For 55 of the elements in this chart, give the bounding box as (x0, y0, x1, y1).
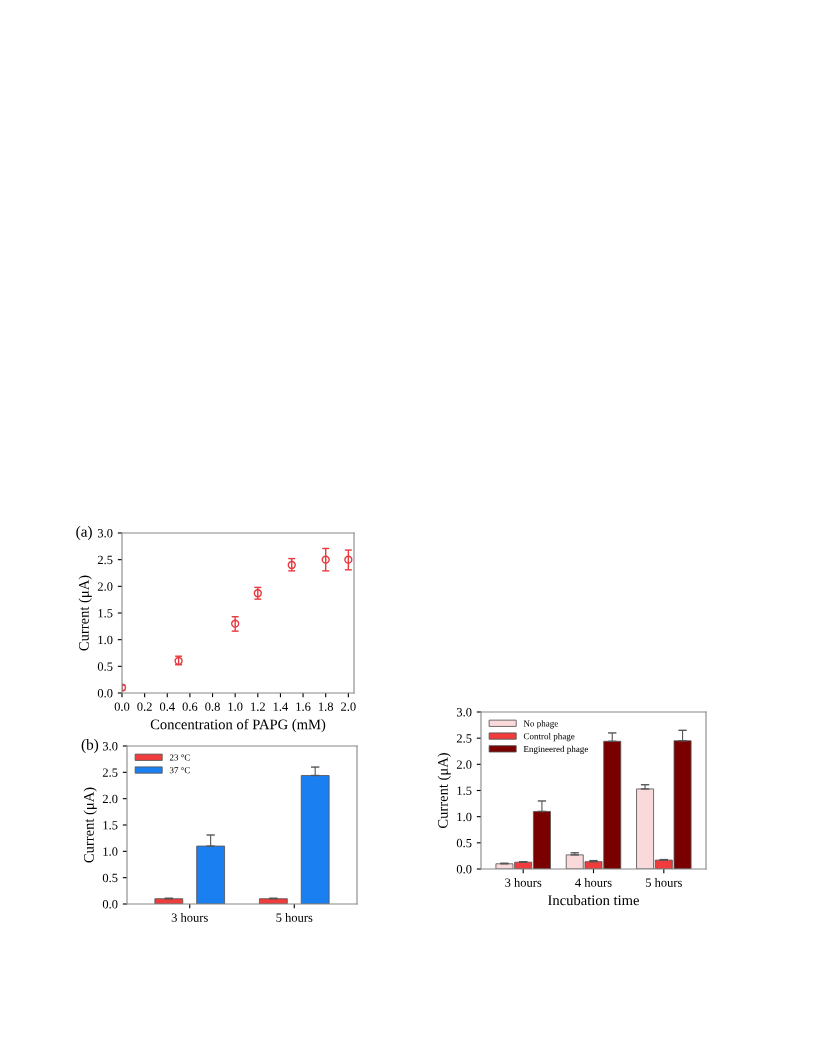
point (253, 589, 262, 598)
x-tick-label: 1.0 (228, 702, 243, 711)
y-axis-title: Current (μA) (437, 753, 451, 829)
legend-label: 37 °C (169, 767, 190, 774)
y-tick-label: 2.5 (102, 768, 118, 777)
y-tick-label: 1.0 (98, 635, 113, 645)
point (344, 555, 353, 564)
x-tick-label: 3 hours (171, 913, 208, 922)
text: (a) (76, 526, 92, 540)
y-tick-label: 1.5 (457, 786, 472, 796)
x-tick-label: 5 hours (276, 913, 313, 922)
y-tick-label: 0.0 (97, 689, 113, 698)
y-tick-label: 2.0 (456, 760, 472, 769)
x-tick-label: 1.8 (318, 702, 334, 711)
y-tick-label: 1.0 (457, 812, 472, 822)
x-tick-label: 1.2 (251, 702, 265, 711)
y-tick-label: 3.0 (102, 742, 118, 751)
y-tick-label: 0.0 (102, 900, 118, 909)
x-tick-label: 0.6 (182, 702, 198, 711)
x-tick-label: 2.0 (341, 702, 356, 711)
y-tick-label: 1.5 (98, 609, 113, 618)
x-tick-label: 1.4 (273, 702, 289, 711)
x-tick-label: 0.8 (205, 702, 220, 711)
y-tick-label: 2.5 (97, 555, 113, 565)
y-tick-label: 0.5 (102, 873, 118, 883)
y-tick-label: 2.5 (456, 734, 472, 743)
bar (196, 845, 225, 904)
y-tick-label: 1.0 (103, 847, 118, 856)
point (231, 619, 240, 628)
x-tick-label: 0.4 (159, 702, 175, 711)
y-tick-label: 3.0 (97, 529, 113, 538)
point (321, 555, 330, 564)
y-tick-label: 0.5 (97, 662, 113, 671)
x-tick-label: 3 hours (505, 878, 542, 887)
legend-label: Control phage (523, 732, 575, 742)
x-axis-title: Concentration of PAPG (mM) (150, 718, 326, 733)
point (287, 560, 296, 570)
legend-label: No phage (523, 720, 558, 729)
legend-label: 23 °C (169, 754, 190, 761)
y-tick-label: 1.5 (103, 821, 118, 830)
legend-label: Engineered phage (523, 745, 589, 754)
text: (b) (81, 739, 99, 753)
y-axis-title: Current (μA) (78, 575, 92, 651)
y-tick-label: 3.0 (456, 708, 472, 717)
x-tick-label: 5 hours (645, 878, 682, 887)
y-tick-label: 0.5 (456, 838, 472, 848)
x-tick-label: 0.0 (114, 702, 130, 711)
y-axis-title: Current (μA) (83, 787, 97, 863)
x-axis-title: Incubation time (548, 894, 639, 906)
y-tick-label: 2.0 (102, 794, 118, 804)
y-tick-label: 2.0 (97, 582, 113, 591)
x-tick-label: 1.6 (296, 702, 311, 711)
x-tick-label: 4 hours (575, 878, 612, 887)
y-tick-label: 0.0 (456, 865, 472, 874)
x-tick-label: 0.2 (137, 702, 152, 711)
